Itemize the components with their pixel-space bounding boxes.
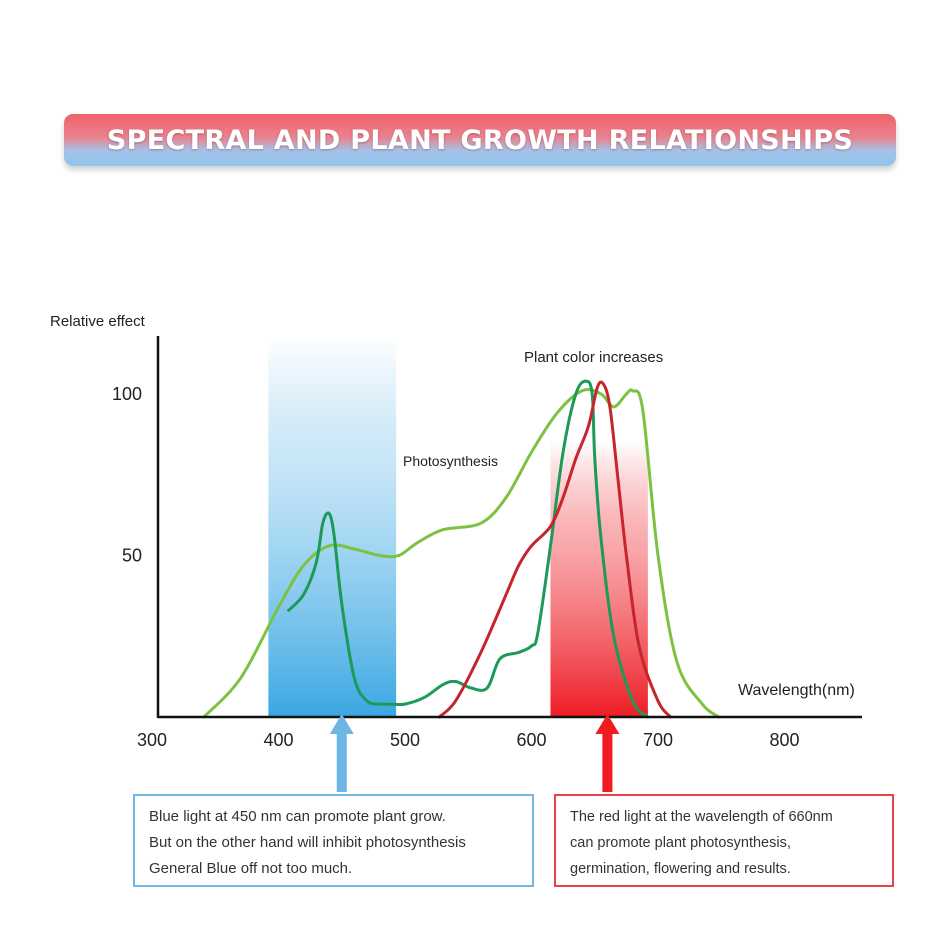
series-layer bbox=[202, 379, 721, 719]
red-light-note: The red light at the wavelength of 660nm… bbox=[554, 794, 894, 887]
y-tick-label: 50 bbox=[122, 546, 142, 566]
x-tick-label: 400 bbox=[263, 730, 293, 750]
annotation-photosynthesis: Photosynthesis bbox=[403, 453, 498, 469]
blue-note-line: General Blue off not too much. bbox=[149, 860, 353, 877]
chlorophyll-curve bbox=[437, 380, 673, 719]
x-tick-label: 500 bbox=[390, 730, 420, 750]
red-note-line: The red light at the wavelength of 660nm bbox=[570, 809, 833, 825]
chart-labels: Relative effect Wavelength(nm) Photosynt… bbox=[50, 313, 855, 699]
blue-light-note: Blue light at 450 nm can promote plant g… bbox=[133, 794, 534, 887]
x-tick-label: 700 bbox=[643, 730, 673, 750]
pointer-arrows bbox=[329, 714, 620, 792]
x-tick-label: 300 bbox=[137, 730, 167, 750]
x-tick-label: 600 bbox=[516, 730, 546, 750]
y-axis-label: Relative effect bbox=[50, 313, 146, 330]
highlight-bands bbox=[268, 336, 648, 717]
axes bbox=[156, 336, 862, 719]
red-note-line: can promote plant photosynthesis, bbox=[570, 835, 791, 851]
title-banner: SPECTRAL AND PLANT GROWTH RELATIONSHIPS bbox=[64, 114, 896, 166]
page-title: SPECTRAL AND PLANT GROWTH RELATIONSHIPS bbox=[106, 124, 854, 156]
x-axis-label: Wavelength(nm) bbox=[738, 682, 855, 699]
blue-arrow bbox=[329, 714, 354, 792]
red-arrow bbox=[595, 714, 620, 792]
blue-note-line: Blue light at 450 nm can promote plant g… bbox=[149, 808, 446, 825]
red-band bbox=[550, 440, 648, 717]
y-tick-label: 100 bbox=[112, 384, 142, 404]
annotation-plant-color: Plant color increases bbox=[524, 349, 663, 366]
plant-color-curve bbox=[202, 388, 721, 719]
red-note-line: germination, flowering and results. bbox=[570, 861, 791, 877]
blue-note-line: But on the other hand will inhibit photo… bbox=[149, 834, 466, 851]
tick-labels: 300 400 500 600 700 800 100 50 bbox=[112, 384, 800, 750]
x-tick-label: 800 bbox=[769, 730, 799, 750]
